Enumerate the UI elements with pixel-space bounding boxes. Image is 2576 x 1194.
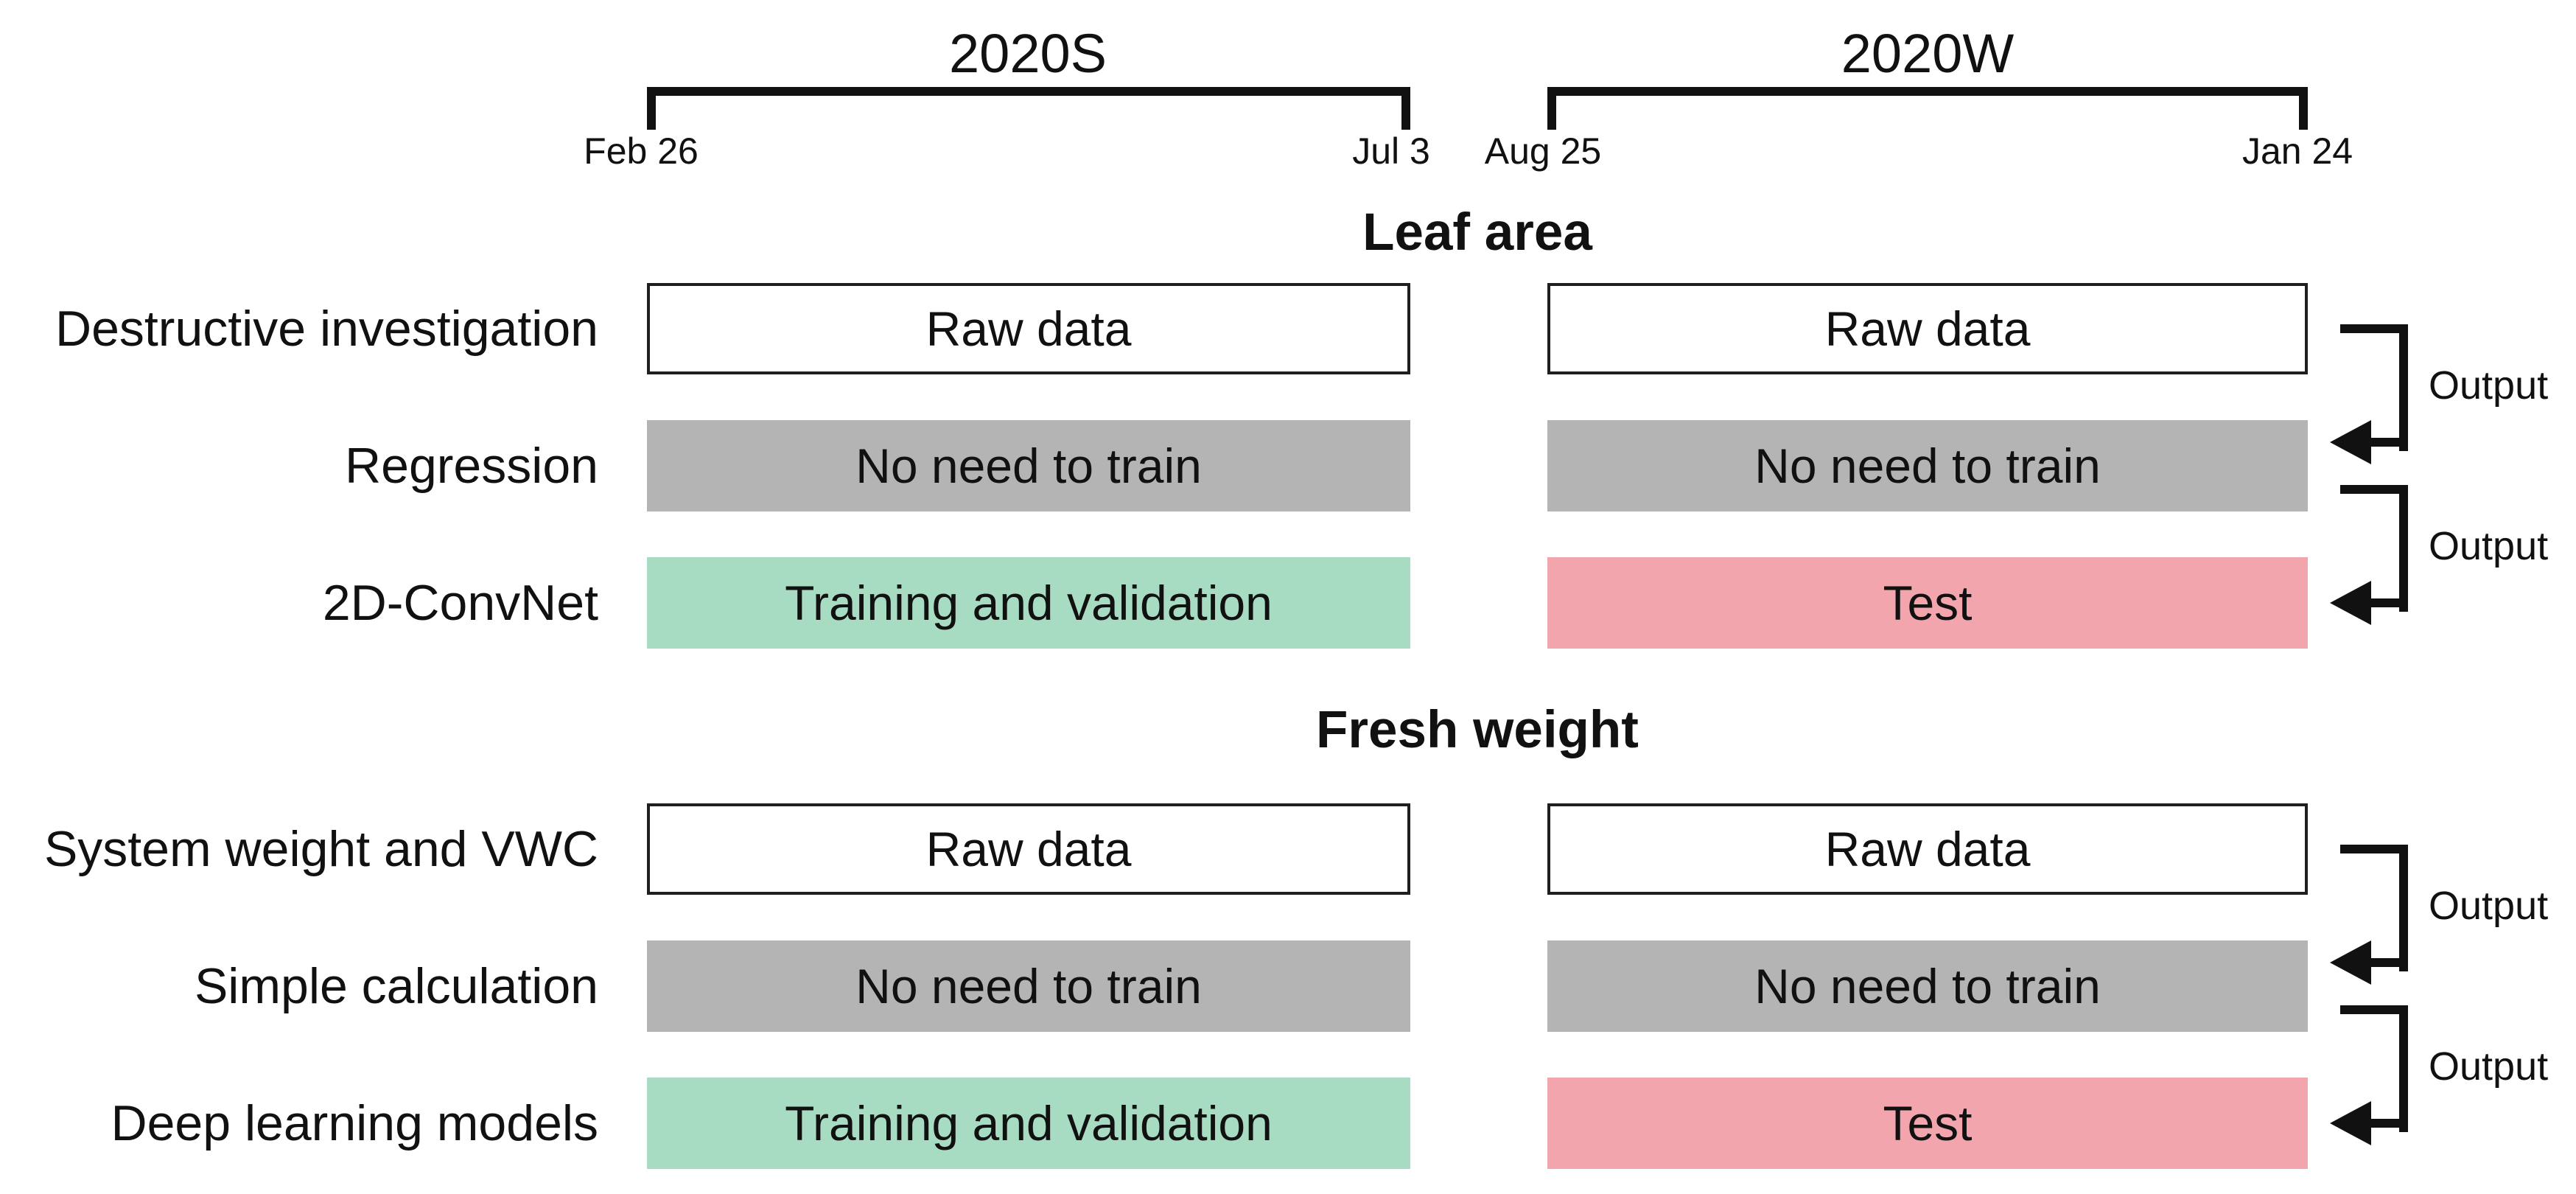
output-label: Output <box>2429 363 2549 408</box>
bar-raw-data: Raw data <box>647 283 1410 374</box>
connector-line <box>2340 1005 2408 1014</box>
end-date-label-2020w: Jan 24 <box>2241 130 2353 172</box>
connector-line <box>2399 324 2408 451</box>
connector-line <box>2364 438 2408 447</box>
arrow-left-icon <box>2330 581 2371 625</box>
season-bracket-tick-right-2020w <box>2299 87 2308 130</box>
row-label-simple-calculation: Simple calculation <box>194 958 598 1014</box>
section-title-fresh-weight: Fresh weight <box>1316 701 1639 759</box>
end-date-label-2020s: Jul 3 <box>1352 130 1430 172</box>
row-label-deep-learning-models: Deep learning models <box>111 1095 598 1151</box>
arrow-left-icon <box>2330 420 2371 464</box>
season-bracket-tick-right-2020s <box>1401 87 1410 130</box>
connector-line <box>2340 485 2408 494</box>
row-label-system-weight-and-vwc: System weight and VWC <box>43 821 598 877</box>
season-bracket-line-2020w <box>1547 87 2308 96</box>
bar-test: Test <box>1547 1078 2308 1169</box>
row-label-regression: Regression <box>345 438 598 494</box>
connector-line <box>2340 324 2408 333</box>
start-date-label-2020s: Feb 26 <box>584 130 699 172</box>
start-date-label-2020w: Aug 25 <box>1484 130 1602 172</box>
section-title-leaf-area: Leaf area <box>1362 203 1592 262</box>
season-bracket-tick-left-2020s <box>647 87 656 130</box>
season-label-2020s: 2020S <box>949 23 1107 84</box>
row-label-2d-convnet: 2D-ConvNet <box>322 575 598 631</box>
bar-raw-data: Raw data <box>1547 283 2308 374</box>
bar-no-need-to-train: No need to train <box>647 420 1410 512</box>
output-label: Output <box>2429 884 2549 928</box>
connector-line <box>2364 1119 2408 1128</box>
bar-no-need-to-train: No need to train <box>1547 940 2308 1032</box>
output-label: Output <box>2429 524 2549 568</box>
bar-test: Test <box>1547 557 2308 649</box>
bar-no-need-to-train: No need to train <box>647 940 1410 1032</box>
season-bracket-tick-left-2020w <box>1547 87 1556 130</box>
connector-line <box>2364 958 2408 967</box>
bar-raw-data: Raw data <box>1547 803 2308 895</box>
season-bracket-line-2020s <box>647 87 1410 96</box>
season-label-2020w: 2020W <box>1841 23 2015 84</box>
connector-line <box>2399 485 2408 612</box>
arrow-left-icon <box>2330 940 2371 985</box>
arrow-left-icon <box>2330 1101 2371 1145</box>
connector-line <box>2340 845 2408 853</box>
bar-no-need-to-train: No need to train <box>1547 420 2308 512</box>
connector-line <box>2364 598 2408 607</box>
output-label: Output <box>2429 1044 2549 1089</box>
bar-raw-data: Raw data <box>647 803 1410 895</box>
bar-training-and-validation: Training and validation <box>647 1078 1410 1169</box>
connector-line <box>2399 1005 2408 1132</box>
connector-line <box>2399 845 2408 971</box>
row-label-destructive-investigation: Destructive investigation <box>55 301 598 357</box>
bar-training-and-validation: Training and validation <box>647 557 1410 649</box>
